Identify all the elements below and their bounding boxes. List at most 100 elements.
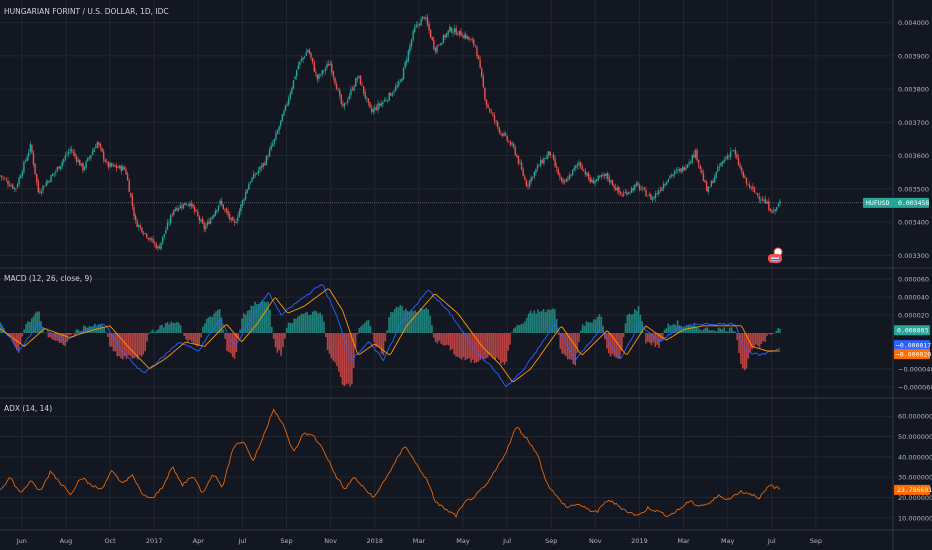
candle-body xyxy=(595,179,598,182)
candle-body xyxy=(339,90,341,96)
candle-body xyxy=(294,76,296,80)
histogram-bar xyxy=(203,323,206,333)
histogram-bar xyxy=(36,311,39,333)
histogram-bar xyxy=(66,333,68,343)
candle-body xyxy=(468,36,470,40)
candle-body xyxy=(704,180,706,183)
histogram-bar xyxy=(607,333,610,354)
histogram-bar xyxy=(550,309,552,333)
histogram-bar xyxy=(581,324,584,333)
histogram-bar xyxy=(196,333,199,347)
histogram-bar xyxy=(284,333,286,339)
candle-body xyxy=(88,157,91,159)
candle-body xyxy=(465,34,467,39)
histogram-bar xyxy=(211,316,214,333)
candle-body xyxy=(305,52,307,56)
histogram-bar xyxy=(741,333,744,369)
candle-body xyxy=(378,103,381,106)
histogram-bar xyxy=(641,321,644,333)
candle-body xyxy=(316,74,319,80)
macd-pane[interactable]: MACD (12, 26, close, 9) xyxy=(0,274,781,388)
histogram-bar xyxy=(338,333,340,372)
candle-body xyxy=(16,184,19,188)
candle-body xyxy=(182,203,185,209)
candle-body xyxy=(87,157,89,162)
histogram-bar xyxy=(343,333,346,387)
adx-pane[interactable]: ADX (14, 14) xyxy=(0,404,781,518)
adx-axis[interactable]: 60.000000 50.000000 40.000000 30.000000 20.0… xyxy=(898,413,932,523)
candle-body xyxy=(358,75,360,78)
histogram-bar xyxy=(777,327,779,333)
candle-body xyxy=(678,169,681,171)
histogram-bar xyxy=(192,333,195,344)
candle-body xyxy=(289,93,292,99)
time-axis[interactable]: Jun Aug Oct 2017 Apr Jul Sep Nov 2018 Mar May Jul Se… xyxy=(16,537,822,545)
histogram-bar xyxy=(449,333,452,351)
candle-body xyxy=(779,200,781,204)
candle-body xyxy=(313,62,315,72)
histogram-bar xyxy=(405,308,407,333)
macd-tick-label: −0.000060 xyxy=(898,383,932,391)
candle-body xyxy=(538,164,540,166)
histogram-bar xyxy=(23,329,26,333)
candle-body xyxy=(71,149,73,152)
histogram-bar xyxy=(138,333,141,356)
histogram-bar xyxy=(751,333,753,350)
candle-body xyxy=(160,242,162,250)
macd-tick-label: 0.000020 xyxy=(898,312,929,320)
histogram-bar xyxy=(129,333,132,357)
histogram-bar xyxy=(747,333,750,359)
price-axis[interactable]: 0.004000 0.003900 0.003800 0.003700 0.003600… xyxy=(898,19,929,260)
histogram-bar xyxy=(419,308,422,333)
candle-body xyxy=(154,242,156,244)
histogram-bar xyxy=(593,319,595,333)
histogram-bar xyxy=(505,333,508,362)
candle-body xyxy=(66,154,68,155)
histogram-bar xyxy=(114,333,117,352)
candle-body xyxy=(618,187,620,193)
candle-body xyxy=(51,174,54,177)
candle-body xyxy=(458,30,461,35)
histogram-bar xyxy=(643,332,645,333)
histogram-bar xyxy=(775,330,778,333)
histogram-bar xyxy=(453,333,456,355)
price-pane[interactable]: HUNGARIAN FORINT / U.S. DOLLAR, 1D, IDC xyxy=(0,7,893,251)
candle-body xyxy=(117,167,119,168)
macd-axis[interactable]: 0.000060 0.000040 0.000020 −0.000040 −0.0000… xyxy=(898,276,932,392)
candle-body xyxy=(28,152,30,157)
candle-body xyxy=(404,62,406,68)
candle-body xyxy=(747,183,749,185)
histogram-bar xyxy=(164,323,167,333)
histogram-bar xyxy=(308,315,310,333)
histogram-bar xyxy=(77,329,79,333)
histogram-bar xyxy=(365,320,368,333)
candle-body xyxy=(420,18,422,26)
candle-body xyxy=(77,160,79,163)
histogram-bar xyxy=(367,319,370,333)
histogram-bar xyxy=(686,325,688,333)
histogram-bar xyxy=(753,333,755,348)
histogram-bar xyxy=(756,333,759,346)
candle-body xyxy=(402,67,405,80)
histogram-bar xyxy=(730,327,733,333)
candle-body xyxy=(578,162,580,166)
candle-body xyxy=(222,204,225,210)
candle-body xyxy=(133,207,135,217)
candle-body xyxy=(437,44,440,46)
candle-body xyxy=(642,188,644,189)
candle-body xyxy=(428,23,430,31)
candle-body xyxy=(482,76,485,88)
histogram-bar xyxy=(499,333,502,364)
candle-body xyxy=(90,155,92,159)
candle-body xyxy=(648,194,650,196)
candle-body xyxy=(82,163,84,171)
histogram-bar xyxy=(53,333,55,341)
flag-icon[interactable] xyxy=(768,247,783,263)
candle-body xyxy=(128,180,130,193)
histogram-bar xyxy=(276,333,279,353)
histogram-bar xyxy=(69,333,72,336)
histogram-bar xyxy=(282,333,284,348)
candle-body xyxy=(453,28,456,32)
candle-body xyxy=(474,45,477,47)
histogram-bar xyxy=(434,333,437,342)
